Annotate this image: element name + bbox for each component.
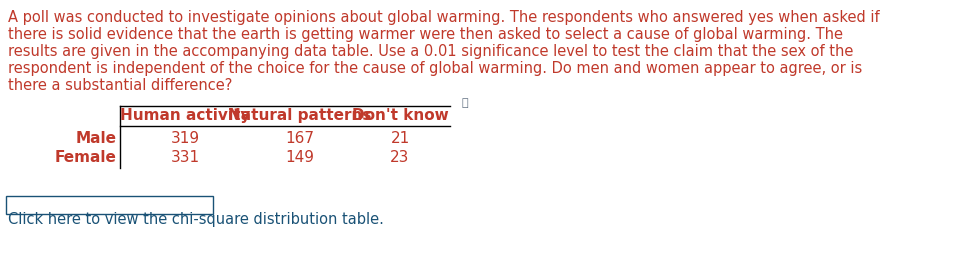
Text: Don't know: Don't know	[352, 108, 448, 123]
Text: Click here to view the chi-square distribution table.: Click here to view the chi-square distri…	[8, 212, 384, 227]
Text: there is solid evidence that the earth is getting warmer were then asked to sele: there is solid evidence that the earth i…	[8, 27, 843, 42]
Text: Natural patterns: Natural patterns	[228, 108, 372, 123]
Text: 319: 319	[171, 131, 200, 146]
Text: Female: Female	[55, 150, 117, 165]
Text: 21: 21	[390, 131, 410, 146]
Text: there a substantial difference?: there a substantial difference?	[8, 78, 232, 93]
Text: results are given in the accompanying data table. Use a 0.01 significance level : results are given in the accompanying da…	[8, 44, 853, 59]
Text: Male: Male	[76, 131, 117, 146]
Text: ⎙: ⎙	[462, 98, 469, 108]
Text: respondent is independent of the choice for the cause of global warming. Do men : respondent is independent of the choice …	[8, 61, 862, 76]
Text: 149: 149	[285, 150, 314, 165]
Text: 167: 167	[285, 131, 314, 146]
Text: A poll was conducted to investigate opinions about global warming. The responden: A poll was conducted to investigate opin…	[8, 10, 879, 25]
Text: Human activity: Human activity	[120, 108, 251, 123]
Text: 23: 23	[390, 150, 410, 165]
Text: 331: 331	[171, 150, 200, 165]
